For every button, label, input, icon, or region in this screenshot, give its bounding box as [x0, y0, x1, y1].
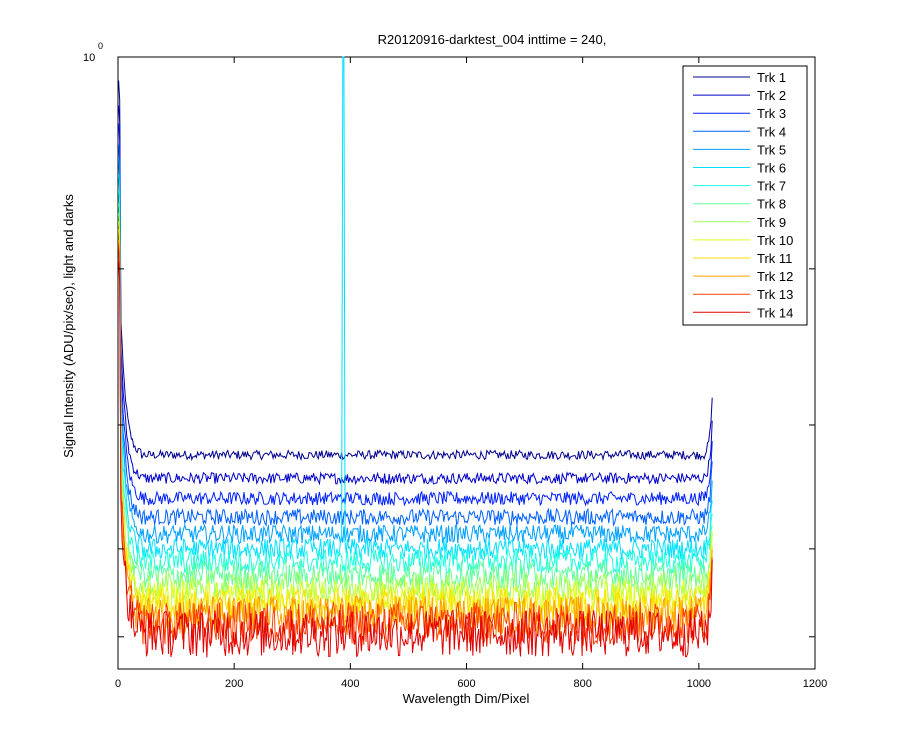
legend-label: Trk 6	[757, 161, 786, 176]
x-tick-label: 1200	[803, 678, 827, 690]
x-tick-label: 0	[115, 678, 121, 690]
x-axis-ticks: 0 200 400 600 800 1000 1200	[115, 57, 827, 690]
series-line	[118, 260, 713, 658]
y-top-tick-exponent: 0	[98, 41, 103, 51]
series-lines	[118, 56, 713, 658]
legend-label: Trk 1	[757, 70, 786, 85]
x-tick-label: 800	[573, 678, 591, 690]
series-line	[118, 244, 713, 646]
legend-label: Trk 14	[757, 305, 793, 320]
y-axis-label: Signal Intensity (ADU/pix/sec), light an…	[61, 194, 76, 458]
legend-label: Trk 3	[757, 106, 786, 121]
legend-label: Trk 4	[757, 124, 786, 139]
x-tick-label: 1000	[687, 678, 711, 690]
legend-label: Trk 11	[757, 251, 792, 266]
y-top-tick-base: 10	[83, 52, 95, 64]
series-line	[118, 221, 713, 615]
series-line	[118, 190, 713, 575]
chart-title: R20120916-darktest_004 inttime = 240,	[378, 32, 607, 47]
legend-label: Trk 7	[757, 179, 786, 194]
series-line	[118, 158, 713, 545]
x-tick-label: 200	[225, 678, 243, 690]
series-line	[118, 123, 713, 507]
series-line	[118, 56, 713, 562]
legend-label: Trk 2	[757, 88, 786, 103]
series-line	[118, 105, 713, 486]
series-line	[118, 144, 713, 527]
series-line	[118, 239, 713, 637]
x-tick-label: 400	[341, 678, 359, 690]
legend-label: Trk 12	[757, 269, 793, 284]
legend: Trk 1 Trk 2 Trk 3 Trk 4 Trk 5 Trk 6 Trk 7 Trk 8…	[682, 65, 808, 326]
legend-label: Trk 8	[757, 197, 786, 212]
legend-label: Trk 9	[757, 215, 786, 230]
x-tick-label: 600	[457, 678, 475, 690]
series-line	[118, 80, 713, 462]
legend-label: Trk 5	[757, 142, 786, 157]
legend-label: Trk 10	[757, 233, 793, 248]
y-axis-ticks	[118, 56, 815, 638]
legend-items: Trk 1 Trk 2 Trk 3 Trk 4 Trk 5 Trk 6 Trk 7 Trk 8…	[693, 70, 793, 320]
x-axis-label: Wavelength Dim/Pixel	[403, 691, 530, 706]
legend-box	[682, 65, 808, 326]
legend-label: Trk 13	[757, 287, 793, 302]
